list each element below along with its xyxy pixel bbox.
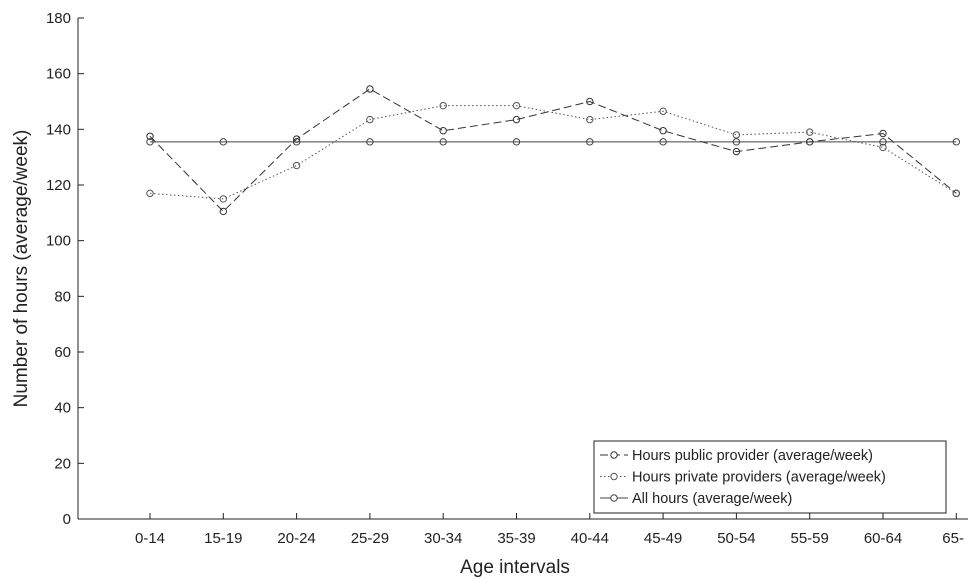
- y-tick-label: 180: [46, 10, 71, 27]
- data-point: [512, 138, 521, 146]
- y-tick-label: 120: [46, 177, 71, 194]
- legend-entry: All hours (average/week): [600, 491, 792, 507]
- legend-label: Hours public provider (average/week): [632, 448, 873, 464]
- legend-entry: Hours private providers (average/week): [600, 470, 886, 486]
- legend-label: All hours (average/week): [632, 491, 792, 507]
- data-point: [292, 161, 301, 170]
- legend-marker: [610, 451, 618, 459]
- data-point: [586, 115, 594, 124]
- y-tick-label: 20: [54, 455, 71, 472]
- data-point: [732, 131, 741, 139]
- data-point: [879, 138, 887, 146]
- data-point: [586, 138, 594, 146]
- y-tick-label: 0: [63, 511, 71, 528]
- x-axis-title: Age intervals: [460, 557, 570, 578]
- data-point: [952, 189, 960, 198]
- series-1: [146, 85, 960, 216]
- data-point: [879, 143, 887, 152]
- legend-marker: [610, 494, 618, 502]
- legend-label: Hours private providers (average/week): [632, 470, 886, 486]
- data-point: [146, 132, 154, 140]
- legend-box: [593, 440, 947, 514]
- series-3: [146, 138, 960, 146]
- axes: 0 20 40 60 80 100 120 140 160 180 0-14 15-19 20-24 25…: [46, 10, 968, 547]
- data-point: [659, 127, 667, 135]
- x-tick-label: 30-34: [424, 530, 462, 547]
- data-point: [952, 138, 960, 146]
- data-point: [879, 129, 887, 138]
- data-point: [806, 138, 814, 146]
- legend-entry: Hours public provider (average/week): [600, 448, 873, 464]
- x-tick-label: 50-54: [717, 530, 755, 547]
- y-tick-label: 160: [46, 66, 71, 83]
- x-tick-label: 25-29: [351, 530, 389, 547]
- data-point: [586, 97, 594, 106]
- data-point: [439, 138, 447, 146]
- legend-marker: [610, 472, 618, 481]
- y-axis-title: Number of hours (average/week): [11, 130, 32, 408]
- data-point: [659, 138, 667, 146]
- data-point: [219, 195, 228, 203]
- data-point: [732, 147, 741, 156]
- x-tick-label: 60-64: [864, 530, 902, 547]
- data-point: [659, 107, 667, 115]
- x-tick-label: 35-39: [497, 530, 535, 547]
- data-point: [292, 138, 301, 146]
- y-tick-label: 40: [54, 400, 71, 417]
- data-point: [366, 85, 374, 93]
- data-point: [366, 115, 374, 124]
- y-tick-label: 60: [54, 344, 71, 361]
- data-point: [512, 115, 521, 124]
- legend: Hours public provider (average/week) Hour…: [593, 440, 947, 514]
- y-tick-label: 140: [46, 121, 71, 138]
- x-tick-label: 45-49: [644, 530, 682, 547]
- series-line: [149, 88, 957, 213]
- data-point: [146, 189, 154, 198]
- series-line: [149, 105, 957, 200]
- x-tick-label: 0-14: [135, 530, 165, 547]
- x-tick-label: 65-: [942, 530, 964, 547]
- data-point: [439, 127, 447, 135]
- y-tick-label: 100: [46, 233, 71, 250]
- series-layer: [146, 85, 960, 216]
- data-point: [439, 101, 447, 110]
- data-point: [806, 128, 814, 136]
- data-point: [219, 207, 228, 216]
- x-tick-label: 15-19: [204, 530, 242, 547]
- x-tick-label: 55-59: [791, 530, 829, 547]
- data-point: [732, 138, 741, 146]
- data-point: [512, 101, 521, 110]
- x-tick-label: 40-44: [571, 530, 609, 547]
- data-point: [366, 138, 374, 146]
- x-tick-label: 20-24: [277, 530, 315, 547]
- data-point: [146, 138, 154, 146]
- data-point: [219, 138, 228, 146]
- y-tick-label: 80: [54, 288, 71, 305]
- series-2: [146, 101, 960, 203]
